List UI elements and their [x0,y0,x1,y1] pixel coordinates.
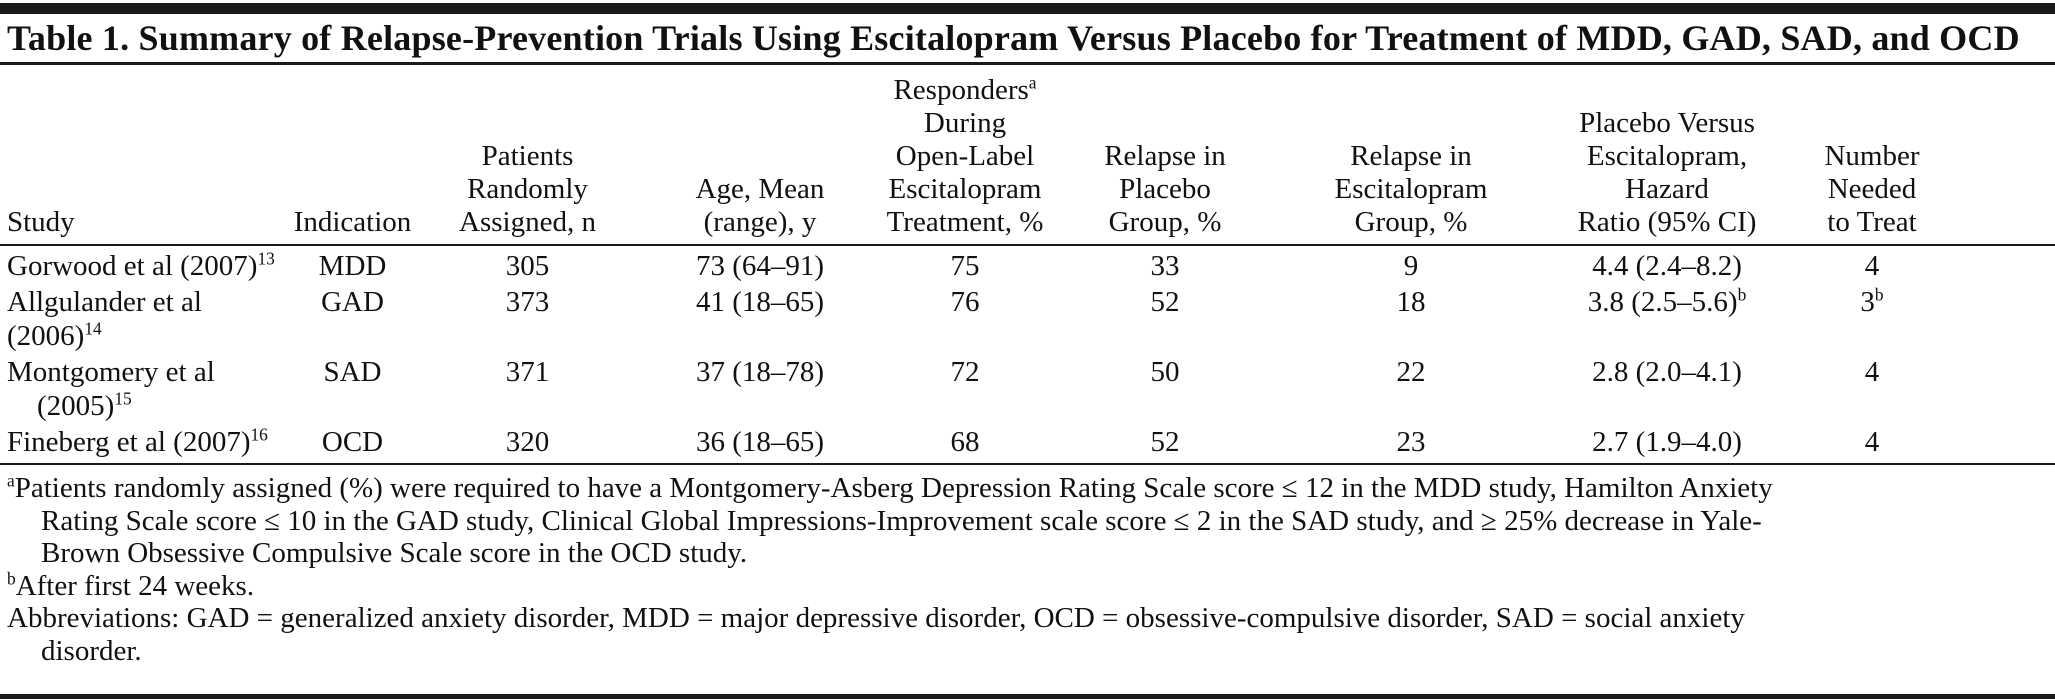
cell-relapse-escitalopram: 18 [1396,286,1426,318]
cell-age: 41 (18–65) [695,286,825,318]
table-footnotes: aPatients randomly assigned (%) were req… [0,465,2055,667]
table-row: Montgomery et al (2005)15 SAD 371 37 (18… [0,354,2055,424]
footnote-a-continued: Rating Scale score ≤ 10 in the GAD study… [41,504,1762,537]
cell-filler [1952,354,2055,424]
cell-indication: SAD [323,356,382,388]
reference-superscript: 15 [114,388,132,409]
column-header-age: Age, Mean (range), y [640,63,880,246]
column-header-number-needed-to-treat: Number Needed to Treat [1792,63,1952,246]
cell-responders: 72 [950,356,980,388]
cell-study: Fineberg et al (2007)16 [0,424,290,465]
cell-number-needed-to-treat: 4 [1864,356,1880,388]
column-header-indication: Indication [290,63,415,246]
column-header-hazard-ratio: Placebo Versus Escitalopram, Hazard Rati… [1542,63,1792,246]
column-header-relapse-escitalopram: Relapse in Escitalopram Group, % [1280,63,1542,246]
table-row: Fineberg et al (2007)16 OCD 320 36 (18–6… [0,424,2055,465]
cell-patients: 371 [505,356,550,388]
column-header-responders: Respondersa During Open-Label Escitalopr… [880,63,1050,246]
cell-filler [1952,245,2055,284]
cell-relapse-placebo: 50 [1150,356,1180,388]
column-header-filler [1952,63,2055,246]
column-header-relapse-placebo: Relapse in Placebo Group, % [1050,63,1280,246]
abbreviations-note: Abbreviations: GAD = generalized anxiety… [7,602,1745,634]
table-title: Table 1. Summary of Relapse-Prevention T… [7,18,2020,58]
reference-superscript: 13 [257,248,275,269]
cell-number-needed-to-treat: 4 [1864,250,1880,282]
table-row: Allgulander et al (2006)14 GAD 373 41 (1… [0,284,2055,354]
cell-age: 36 (18–65) [640,424,880,465]
relapse-prevention-table: Study Indication Patients Randomly Assig… [0,62,2055,465]
cell-indication: OCD [290,424,415,465]
cell-hazard-ratio: 2.8 (2.0–4.1) [1592,356,1742,388]
cell-patients: 373 [505,286,550,318]
reference-superscript: 14 [84,318,102,339]
cell-indication: GAD [321,286,384,318]
table-header: Study Indication Patients Randomly Assig… [0,63,2055,246]
footnote-b: bAfter first 24 weeks. [7,567,255,602]
column-header-patients: Patients Randomly Assigned, n [415,63,640,246]
cell-study: Allgulander et al (2006)14 [7,286,202,352]
cell-relapse-escitalopram: 9 [1403,250,1419,282]
cell-responders: 68 [880,424,1050,465]
cell-patients: 305 [505,250,550,282]
cell-number-needed-to-treat: 3b [1860,284,1884,318]
cell-hazard-ratio: 2.7 (1.9–4.0) [1542,424,1792,465]
cell-study: Montgomery et al (2005)15 [7,356,215,422]
footnote-a-marker: a [7,470,15,491]
footnote-b-marker: b [1737,284,1747,305]
footnote-a-continued: Brown Obsessive Compulsive Scale score i… [41,537,748,569]
cell-relapse-placebo: 33 [1150,250,1180,282]
cell-filler [1952,424,2055,465]
column-header-study: Study [0,63,290,246]
cell-relapse-escitalopram: 23 [1280,424,1542,465]
abbreviations-note-continued: disorder. [41,634,142,667]
table-bottom-rule [0,694,2055,699]
cell-study: Gorwood et al (2007)13 [7,248,275,282]
cell-hazard-ratio: 4.4 (2.4–8.2) [1592,250,1742,282]
table-body: Gorwood et al (2007)13 MDD 305 73 (64–91… [0,245,2055,465]
cell-responders: 75 [950,250,980,282]
footnote-b-marker: b [7,567,16,588]
cell-age: 73 (64–91) [695,250,825,282]
table-row: Gorwood et al (2007)13 MDD 305 73 (64–91… [0,245,2055,284]
footnote-a: aPatients randomly assigned (%) were req… [7,470,1773,504]
cell-filler [1952,284,2055,354]
footnote-b-marker: b [1874,284,1884,305]
cell-age: 37 (18–78) [695,356,825,388]
cell-relapse-placebo: 52 [1150,286,1180,318]
cell-responders: 76 [950,286,980,318]
reference-superscript: 16 [250,424,268,445]
cell-hazard-ratio: 3.8 (2.5–5.6)b [1587,284,1747,318]
cell-relapse-escitalopram: 22 [1396,356,1426,388]
cell-indication: MDD [318,250,387,282]
table-top-rule [0,3,2055,14]
cell-patients: 320 [415,424,640,465]
footnote-a-marker: a [1028,72,1037,93]
cell-number-needed-to-treat: 4 [1792,424,1952,465]
cell-relapse-placebo: 52 [1050,424,1280,465]
